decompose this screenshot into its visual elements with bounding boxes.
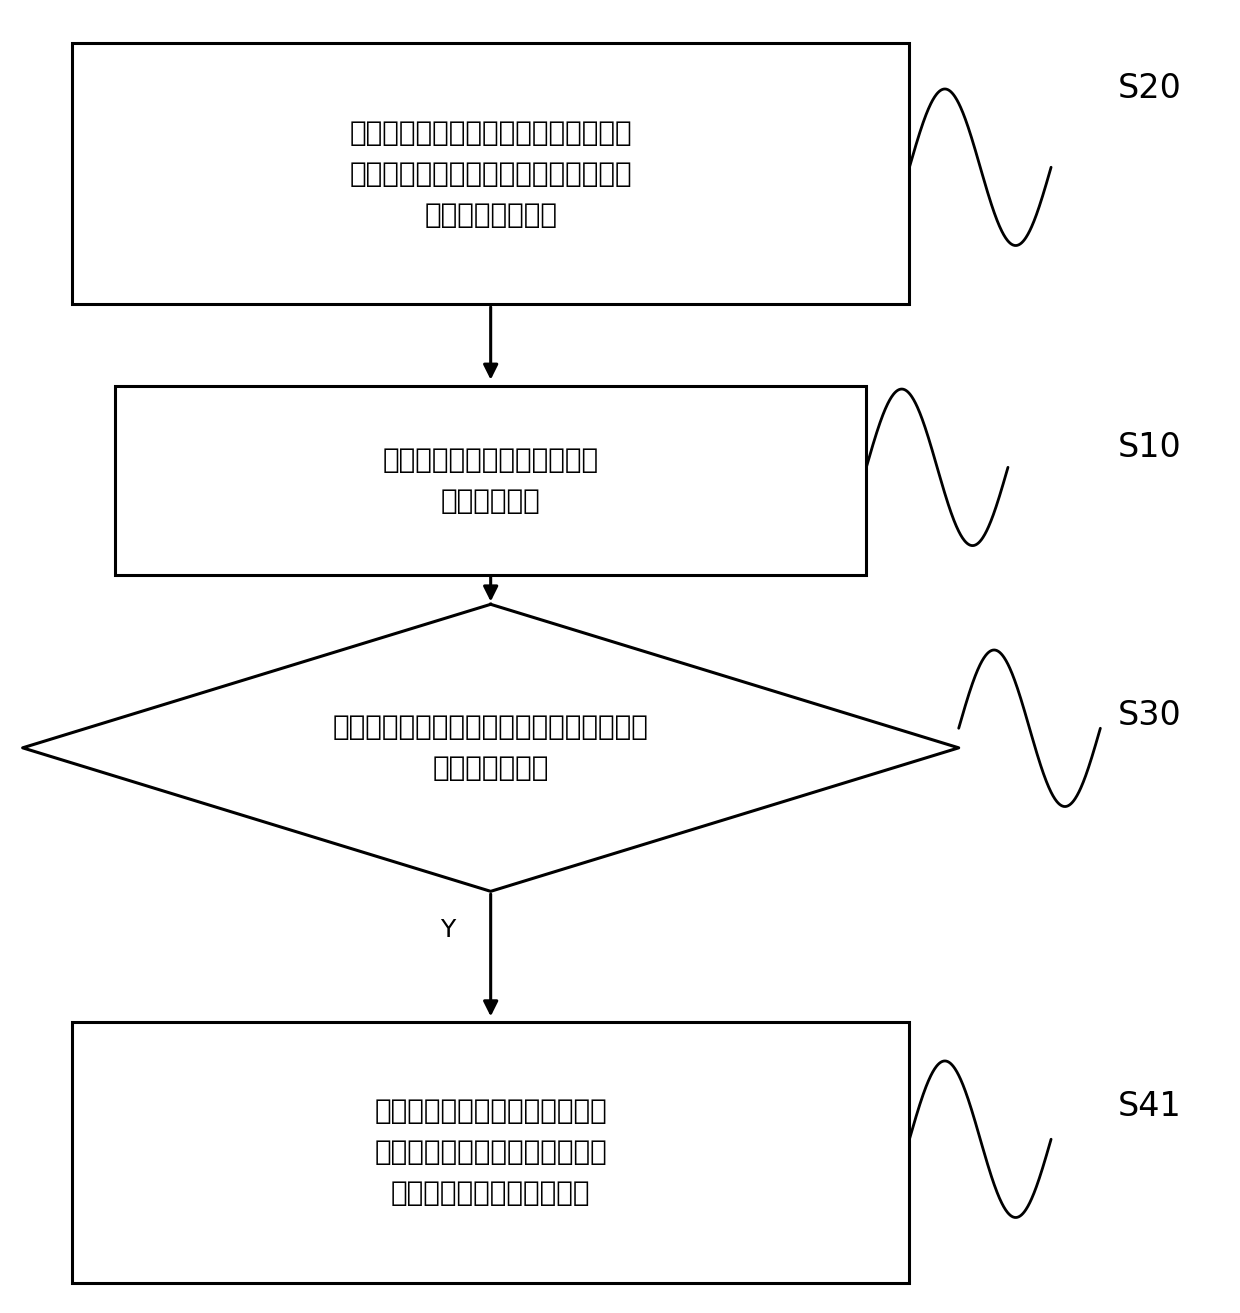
Text: 通过控制开关控制歧管导通，增
加空压机的出气量，使部分气流
不进入电堆而直接排入大气: 通过控制开关控制歧管导通，增 加空压机的出气量，使部分气流 不进入电堆而直接排入… xyxy=(374,1098,608,1208)
Text: 获取空压机的实时转速数据和
空气流量数据: 获取空压机的实时转速数据和 空气流量数据 xyxy=(383,446,599,515)
Bar xyxy=(115,386,867,575)
Bar xyxy=(72,43,909,305)
Text: S30: S30 xyxy=(1117,699,1182,731)
Text: 判断实时空气流量数据和转速数据是否在预
设的数据范围内: 判断实时空气流量数据和转速数据是否在预 设的数据范围内 xyxy=(332,713,649,783)
Text: 空压机处于喘振状态时，获取空压机对
应的转速数据和空气流量数据的范围作
为预设的数据范围: 空压机处于喘振状态时，获取空压机对 应的转速数据和空气流量数据的范围作 为预设的… xyxy=(350,118,632,228)
Text: S20: S20 xyxy=(1117,72,1182,105)
Text: S10: S10 xyxy=(1117,431,1182,465)
Text: Y: Y xyxy=(440,919,455,943)
Text: S41: S41 xyxy=(1117,1090,1182,1123)
Bar xyxy=(72,1022,909,1283)
